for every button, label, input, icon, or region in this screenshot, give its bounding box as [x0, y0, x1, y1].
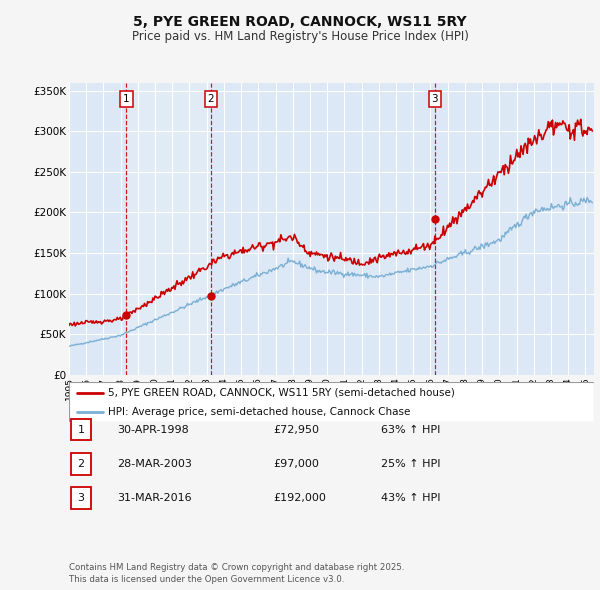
- Text: Price paid vs. HM Land Registry's House Price Index (HPI): Price paid vs. HM Land Registry's House …: [131, 30, 469, 43]
- Bar: [127, 83, 211, 375]
- Text: 5, PYE GREEN ROAD, CANNOCK, WS11 5RY (semi-detached house): 5, PYE GREEN ROAD, CANNOCK, WS11 5RY (se…: [109, 388, 455, 398]
- Text: 30-APR-1998: 30-APR-1998: [117, 425, 189, 434]
- Text: 1: 1: [77, 425, 85, 434]
- Text: Contains HM Land Registry data © Crown copyright and database right 2025.: Contains HM Land Registry data © Crown c…: [69, 563, 404, 572]
- Text: £192,000: £192,000: [273, 493, 326, 503]
- Text: 25% ↑ HPI: 25% ↑ HPI: [381, 459, 440, 468]
- Text: 3: 3: [77, 493, 85, 503]
- Text: This data is licensed under the Open Government Licence v3.0.: This data is licensed under the Open Gov…: [69, 575, 344, 584]
- Text: 1: 1: [123, 94, 130, 104]
- Bar: [71, 419, 91, 440]
- Text: 43% ↑ HPI: 43% ↑ HPI: [381, 493, 440, 503]
- Text: 2: 2: [77, 459, 85, 468]
- Bar: [71, 453, 91, 474]
- Text: 5, PYE GREEN ROAD, CANNOCK, WS11 5RY: 5, PYE GREEN ROAD, CANNOCK, WS11 5RY: [133, 15, 467, 30]
- Text: 31-MAR-2016: 31-MAR-2016: [117, 493, 191, 503]
- Text: 3: 3: [431, 94, 438, 104]
- Text: £97,000: £97,000: [273, 459, 319, 468]
- Text: 28-MAR-2003: 28-MAR-2003: [117, 459, 192, 468]
- Text: £72,950: £72,950: [273, 425, 319, 434]
- Bar: [71, 487, 91, 509]
- Text: HPI: Average price, semi-detached house, Cannock Chase: HPI: Average price, semi-detached house,…: [109, 407, 411, 417]
- Text: 2: 2: [208, 94, 214, 104]
- Text: 63% ↑ HPI: 63% ↑ HPI: [381, 425, 440, 434]
